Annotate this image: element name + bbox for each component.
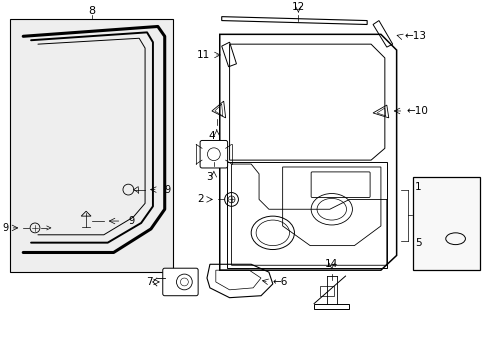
Text: 8: 8: [88, 6, 95, 16]
Text: 5: 5: [414, 238, 421, 248]
FancyBboxPatch shape: [163, 268, 198, 296]
Text: 7: 7: [146, 277, 153, 287]
Text: 1: 1: [414, 182, 421, 192]
Bar: [412, 177, 479, 270]
Text: 9: 9: [128, 216, 134, 226]
Text: ←10: ←10: [406, 106, 427, 116]
Text: 3: 3: [206, 172, 213, 182]
Text: ←13: ←13: [404, 31, 426, 41]
Text: 9: 9: [2, 223, 8, 233]
Text: 2: 2: [197, 194, 203, 204]
Text: 4: 4: [208, 131, 215, 140]
Bar: [319, 286, 333, 296]
Text: 9: 9: [164, 185, 170, 195]
FancyBboxPatch shape: [200, 140, 227, 168]
Bar: [10, 19, 172, 272]
Text: 11: 11: [196, 50, 209, 60]
Bar: [313, 303, 349, 310]
Text: ←6: ←6: [272, 277, 287, 287]
Text: 12: 12: [291, 2, 305, 12]
Text: 14: 14: [325, 259, 338, 269]
